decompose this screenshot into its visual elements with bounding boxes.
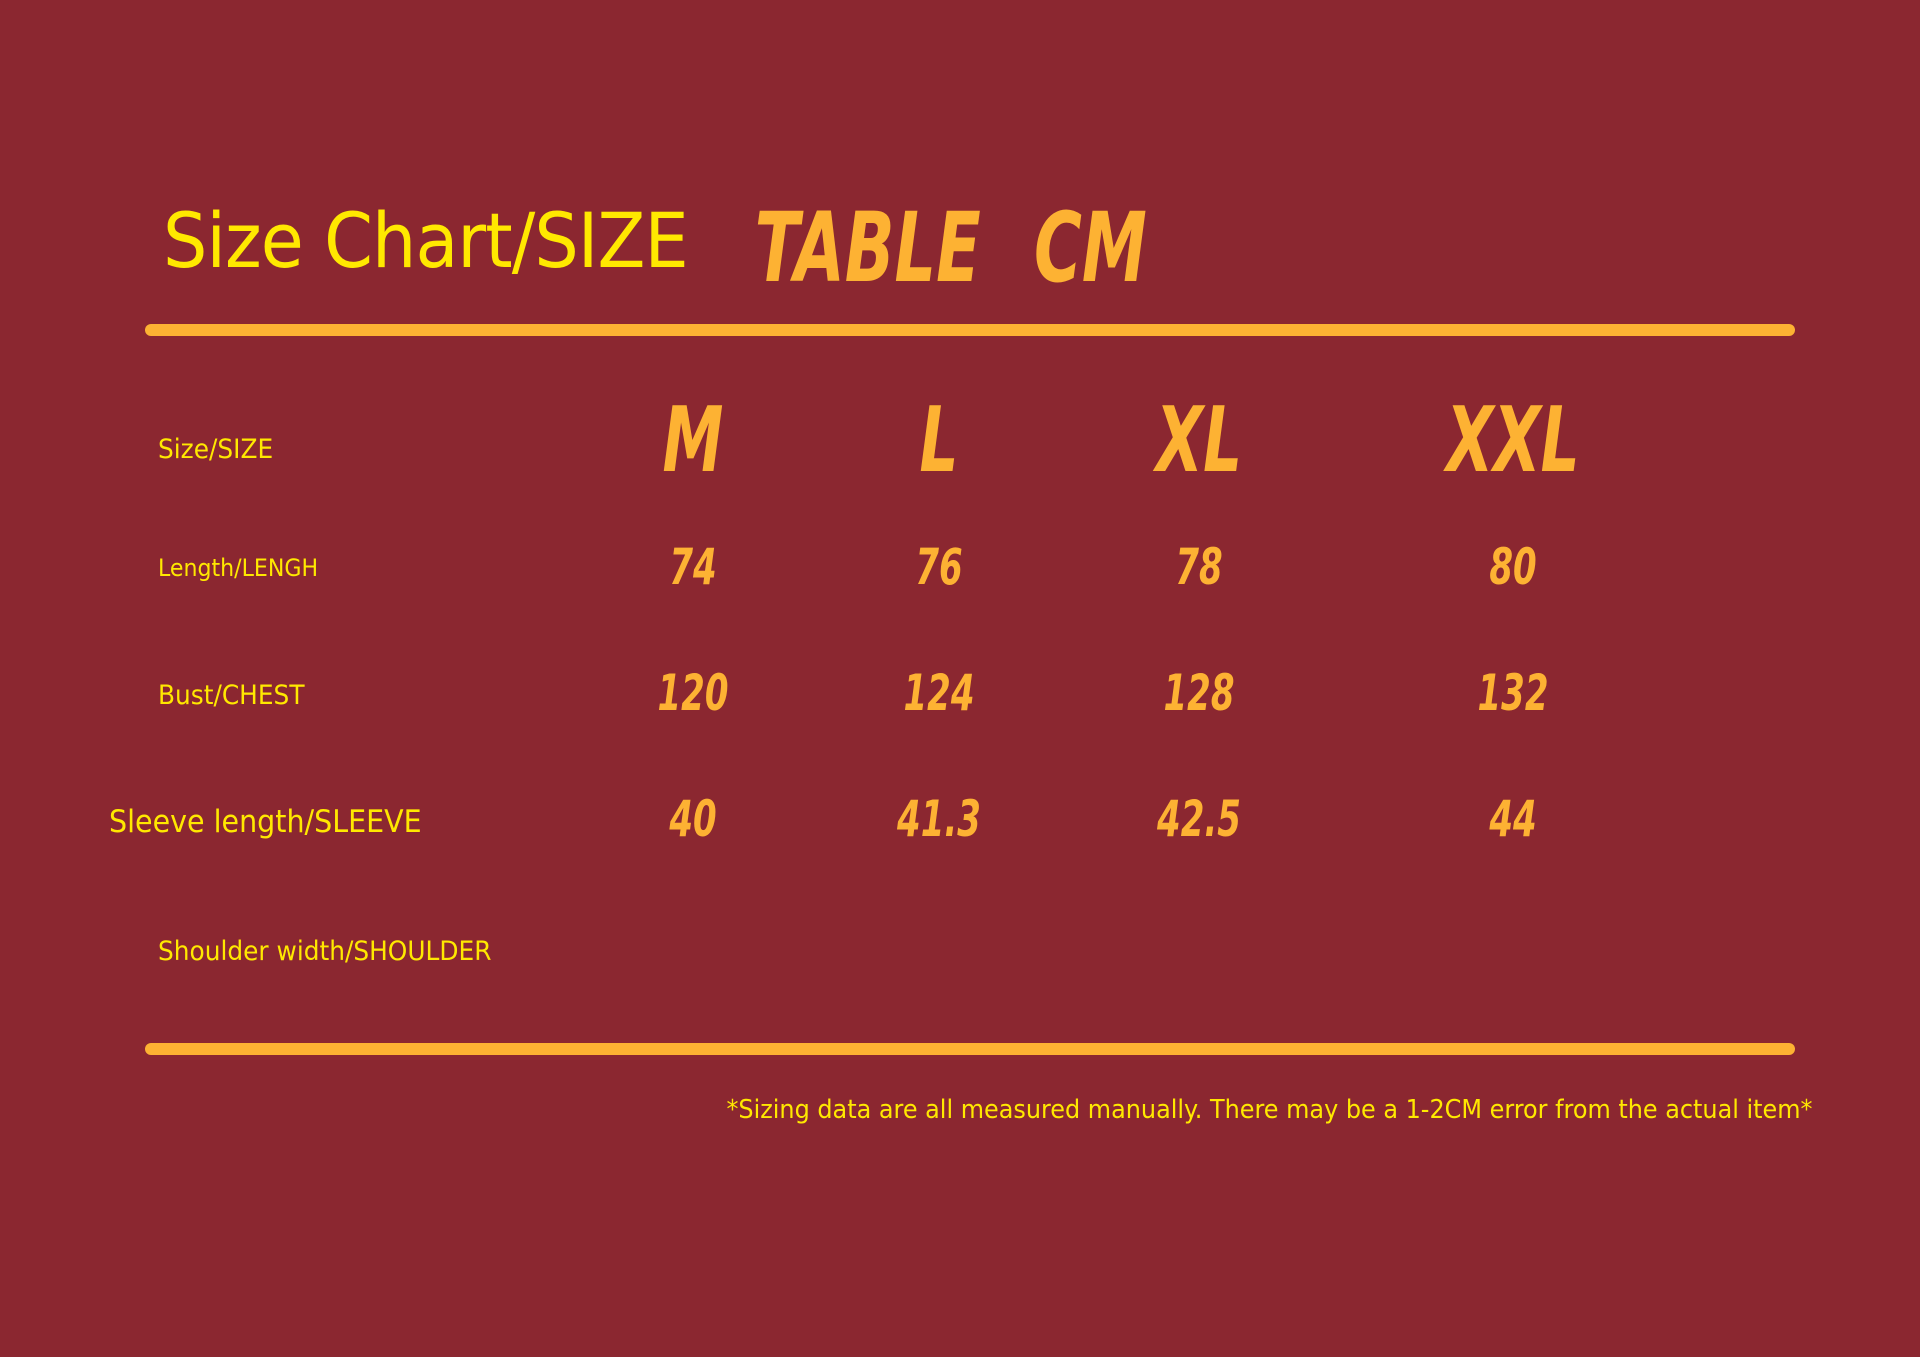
chart-title: Size Chart/SIZE <box>163 196 689 285</box>
size-m: M <box>662 388 724 493</box>
sleeve-l: 41.3 <box>897 790 981 848</box>
row-label-shoulder: Shoulder width/SHOULDER <box>158 936 492 967</box>
size-xxl: XXL <box>1446 388 1580 493</box>
size-xl: XL <box>1155 388 1243 493</box>
row-label-sleeve: Sleeve length/SLEEVE <box>109 804 422 840</box>
bottom-divider <box>145 1043 1795 1055</box>
size-l: L <box>919 388 959 493</box>
length-xl: 78 <box>1175 538 1223 596</box>
length-l: 76 <box>915 538 963 596</box>
sleeve-xl: 42.5 <box>1157 790 1241 848</box>
chest-xxl: 132 <box>1477 664 1549 722</box>
length-xxl: 80 <box>1489 538 1537 596</box>
length-m: 74 <box>669 538 717 596</box>
chest-l: 124 <box>903 664 975 722</box>
title-unit: CM <box>1034 192 1147 304</box>
row-label-size: Size/SIZE <box>158 434 274 465</box>
title-table-word: TABLE <box>754 192 981 304</box>
sleeve-xxl: 44 <box>1489 790 1537 848</box>
chest-xl: 128 <box>1163 664 1235 722</box>
footnote: *Sizing data are all measured manually. … <box>725 1095 1812 1125</box>
top-divider <box>145 324 1795 336</box>
chest-m: 120 <box>657 664 729 722</box>
row-label-length: Length/LENGH <box>158 554 319 582</box>
row-label-chest: Bust/CHEST <box>158 680 305 711</box>
sleeve-m: 40 <box>669 790 717 848</box>
